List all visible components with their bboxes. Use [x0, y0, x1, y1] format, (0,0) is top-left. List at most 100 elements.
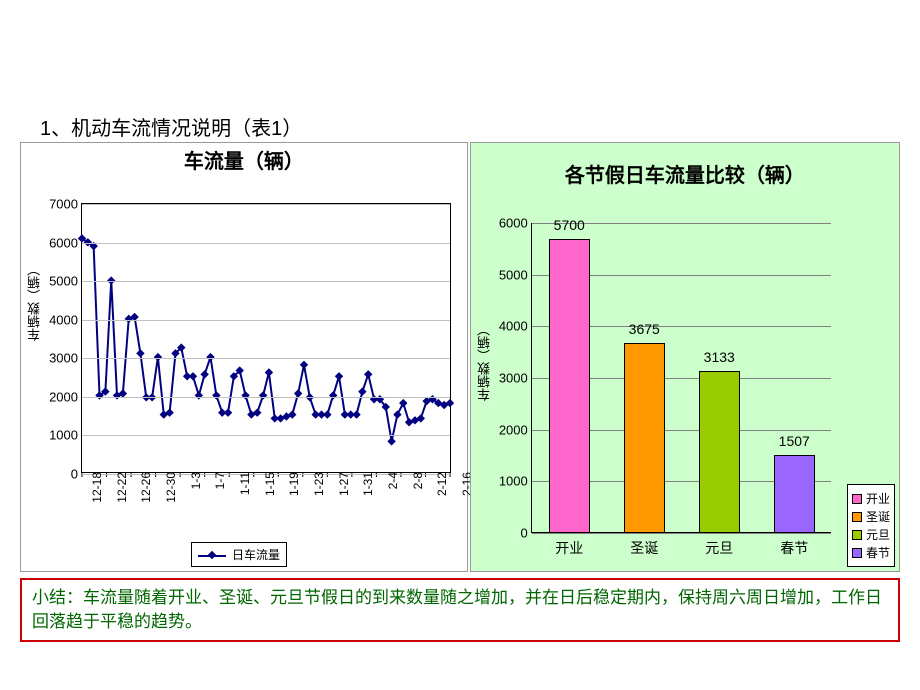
summary-box: 小结：车流量随着开业、圣诞、元旦节假日的到来数量随之增加，并在日后稳定期内，保持… — [20, 578, 900, 642]
bar-春节 — [774, 455, 815, 533]
bar-chart-plot-area: 01000200030004000500060005700开业3675圣诞313… — [531, 223, 831, 533]
line-chart-gridline — [82, 435, 450, 436]
line-chart-gridline — [82, 281, 450, 282]
line-marker — [224, 408, 232, 416]
line-marker — [393, 410, 401, 418]
line-chart-x-tick: 1-31 — [357, 472, 375, 496]
line-marker — [212, 391, 220, 399]
bar-value-label: 3133 — [704, 349, 735, 365]
line-chart-title: 车流量（辆） — [21, 145, 467, 174]
bar-legend-label: 圣诞 — [866, 508, 890, 525]
line-chart-x-tick: 12-30 — [160, 472, 178, 503]
line-chart-x-tick: 1-23 — [308, 472, 326, 496]
bar-开业 — [549, 239, 590, 534]
line-marker — [352, 410, 360, 418]
bar-chart-y-tick: 5000 — [499, 267, 532, 282]
bar-legend-label: 春节 — [866, 544, 890, 561]
line-marker — [206, 353, 214, 361]
line-chart-y-tick: 6000 — [49, 235, 82, 250]
line-chart-y-tick: 3000 — [49, 351, 82, 366]
bar-x-label: 圣诞 — [630, 532, 658, 558]
line-marker — [329, 391, 337, 399]
line-marker — [364, 370, 372, 378]
line-chart-x-tick: 2-4 — [382, 472, 400, 489]
summary-label: 小结： — [32, 588, 83, 607]
line-chart-svg — [82, 204, 450, 472]
line-marker — [259, 391, 267, 399]
bar-x-label: 元旦 — [705, 532, 733, 558]
line-chart-y-label: 车辆数（辆） — [25, 263, 44, 341]
line-marker — [265, 368, 273, 376]
line-chart-x-tick: 1-7 — [209, 472, 227, 489]
line-chart-x-tick: 12-26 — [135, 472, 153, 503]
line-marker — [241, 391, 249, 399]
bar-chart-y-tick: 6000 — [499, 216, 532, 231]
bar-chart-y-tick: 0 — [521, 526, 532, 541]
line-chart-x-tick: 12-18 — [86, 472, 104, 503]
line-legend-label: 日车流量 — [232, 546, 280, 563]
line-chart-y-tick: 4000 — [49, 312, 82, 327]
line-marker — [323, 410, 331, 418]
line-chart-gridline — [82, 243, 450, 244]
bar-圣诞 — [624, 343, 665, 533]
line-chart: 车流量（辆） 0100020003000400050006000700012-1… — [20, 142, 468, 572]
line-marker — [136, 349, 144, 357]
legend-line-sample — [198, 549, 226, 561]
bar-legend-swatch — [852, 512, 862, 522]
bar-legend-item: 春节 — [852, 544, 890, 561]
line-chart-y-tick: 2000 — [49, 389, 82, 404]
line-chart-y-tick: 7000 — [49, 197, 82, 212]
line-chart-gridline — [82, 204, 450, 205]
bar-x-label: 开业 — [555, 532, 583, 558]
bar-legend-item: 元旦 — [852, 526, 890, 543]
bar-chart-y-label: 车辆数（辆） — [475, 323, 494, 401]
bar-chart-y-tick: 4000 — [499, 319, 532, 334]
line-marker — [189, 372, 197, 380]
bar-legend-item: 开业 — [852, 490, 890, 507]
bar-legend-label: 开业 — [866, 490, 890, 507]
bar-legend-swatch — [852, 548, 862, 558]
bar-元旦 — [699, 371, 740, 533]
page-title: 1、机动车流情况说明（表1） — [40, 112, 302, 141]
line-chart-x-tick: 1-15 — [259, 472, 277, 496]
bar-chart-y-tick: 3000 — [499, 371, 532, 386]
line-chart-gridline — [82, 320, 450, 321]
line-marker — [154, 353, 162, 361]
bar-value-label: 1507 — [779, 433, 810, 449]
bar-x-label: 春节 — [780, 532, 808, 558]
line-series — [82, 238, 450, 441]
bar-chart-title: 各节假日车流量比较（辆） — [471, 159, 899, 188]
line-chart-gridline — [82, 358, 450, 359]
line-chart-legend: 日车流量 — [191, 542, 287, 567]
bar-legend-item: 圣诞 — [852, 508, 890, 525]
bar-value-label: 3675 — [629, 321, 660, 337]
bar-chart-legend: 开业圣诞元旦春节 — [847, 484, 895, 567]
line-chart-gridline — [82, 397, 450, 398]
bar-chart-y-tick: 2000 — [499, 422, 532, 437]
bar-legend-label: 元旦 — [866, 526, 890, 543]
line-chart-x-tick: 1-11 — [234, 472, 252, 495]
line-chart-x-tick: 1-19 — [283, 472, 301, 496]
bar-legend-swatch — [852, 494, 862, 504]
line-chart-y-tick: 1000 — [49, 428, 82, 443]
line-marker — [387, 437, 395, 445]
bar-chart: 各节假日车流量比较（辆） 010002000300040005000600057… — [470, 142, 900, 572]
line-chart-x-tick: 1-27 — [333, 472, 351, 496]
line-chart-x-tick: 1-3 — [185, 472, 203, 489]
line-marker — [200, 370, 208, 378]
line-chart-x-tick: 2-12 — [431, 472, 449, 496]
line-chart-y-tick: 0 — [71, 467, 82, 482]
line-chart-x-tick: 12-22 — [111, 472, 129, 503]
bar-value-label: 5700 — [554, 217, 585, 233]
line-marker — [195, 391, 203, 399]
charts-row: 车流量（辆） 0100020003000400050006000700012-1… — [20, 142, 900, 572]
line-marker — [300, 361, 308, 369]
bar-chart-y-tick: 1000 — [499, 474, 532, 489]
line-marker — [335, 372, 343, 380]
line-marker — [399, 399, 407, 407]
line-chart-x-tick: 2-8 — [407, 472, 425, 489]
summary-text: 车流量随着开业、圣诞、元旦节假日的到来数量随之增加，并在日后稳定期内，保持周六周… — [32, 588, 882, 631]
line-marker — [358, 387, 366, 395]
line-chart-plot-area: 0100020003000400050006000700012-1812-221… — [81, 203, 451, 473]
line-chart-y-tick: 5000 — [49, 274, 82, 289]
